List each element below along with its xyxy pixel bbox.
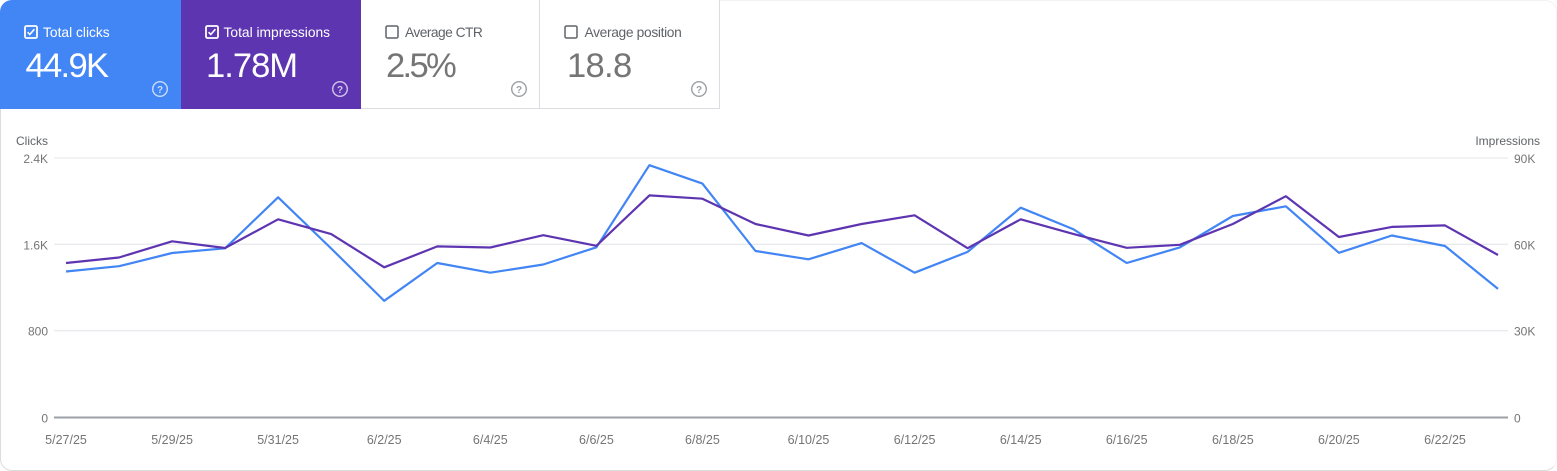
svg-text:6/22/25: 6/22/25: [1424, 433, 1466, 447]
svg-text:?: ?: [696, 84, 702, 95]
svg-text:0: 0: [1514, 411, 1521, 425]
svg-text:6/20/25: 6/20/25: [1318, 433, 1360, 447]
svg-text:60K: 60K: [1514, 238, 1535, 252]
svg-text:6/6/25: 6/6/25: [579, 433, 614, 447]
svg-text:6/8/25: 6/8/25: [685, 433, 720, 447]
svg-text:800: 800: [28, 325, 48, 339]
svg-text:90K: 90K: [1514, 152, 1535, 166]
svg-text:5/29/25: 5/29/25: [151, 433, 193, 447]
svg-text:5/27/25: 5/27/25: [45, 433, 87, 447]
svg-text:Impressions: Impressions: [1475, 134, 1540, 148]
svg-text:?: ?: [516, 84, 522, 95]
svg-text:6/16/25: 6/16/25: [1106, 433, 1148, 447]
svg-text:Clicks: Clicks: [16, 134, 48, 148]
svg-text:1.6K: 1.6K: [23, 238, 48, 252]
svg-text:0: 0: [41, 411, 48, 425]
svg-text:?: ?: [336, 84, 342, 95]
svg-text:2.4K: 2.4K: [23, 152, 48, 166]
svg-text:6/18/25: 6/18/25: [1212, 433, 1254, 447]
svg-text:6/4/25: 6/4/25: [473, 433, 508, 447]
svg-text:?: ?: [156, 84, 162, 95]
svg-text:5/31/25: 5/31/25: [257, 433, 299, 447]
svg-text:6/2/25: 6/2/25: [367, 433, 402, 447]
svg-text:6/10/25: 6/10/25: [788, 433, 830, 447]
svg-text:30K: 30K: [1514, 325, 1535, 339]
svg-text:6/14/25: 6/14/25: [1000, 433, 1042, 447]
svg-text:6/12/25: 6/12/25: [894, 433, 936, 447]
